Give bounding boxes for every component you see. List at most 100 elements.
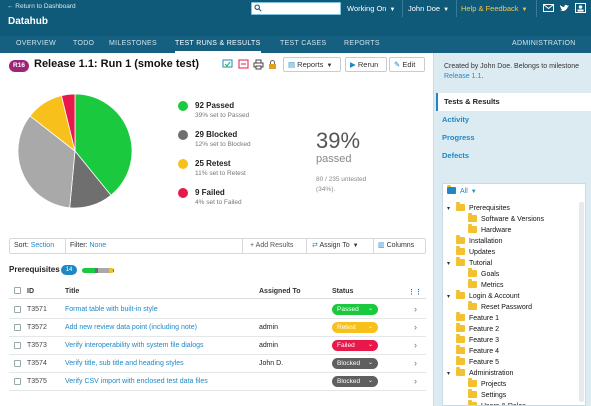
return-to-dashboard-link[interactable]: ← Return to Dashboard [7, 3, 76, 10]
filter-control[interactable]: Filter: None [70, 239, 106, 253]
profile-icon[interactable] [575, 3, 586, 13]
help-feedback-dropdown[interactable]: Help & Feedback ▼ [461, 0, 528, 17]
milestone-link[interactable]: Release 1.1 [444, 73, 482, 80]
tree-node-label: Feature 2 [469, 326, 499, 333]
reports-button[interactable]: ▤ Reports ▼ [283, 57, 341, 72]
folder-icon [456, 334, 465, 343]
chevron-right-icon[interactable]: › [414, 304, 417, 314]
sidebar-link[interactable]: Defects [442, 151, 470, 160]
tab-administration[interactable]: ADMINISTRATION [512, 40, 576, 47]
row-checkbox[interactable] [14, 378, 21, 385]
table-row[interactable]: T3572 Add new review data point (includin… [9, 319, 426, 337]
chevron-right-icon[interactable]: › [414, 340, 417, 350]
tree-node[interactable]: Login & Account [456, 290, 520, 302]
assign-to-button[interactable]: ⇄ Assign To ▼ [312, 239, 359, 253]
tree-node[interactable]: Feature 2 [456, 323, 499, 335]
tab-test-runs-results[interactable]: TEST RUNS & RESULTS [175, 36, 261, 53]
status-dropdown[interactable]: Blocked ⌄ [332, 358, 378, 369]
tree-all-dropdown[interactable]: All ▼ [447, 185, 477, 195]
chevron-right-icon[interactable]: › [414, 376, 417, 386]
sort-value-link[interactable]: Section [30, 242, 55, 249]
tree-toggle-icon[interactable]: ▾ [447, 206, 451, 212]
test-title-link[interactable]: Verify CSV import with enclosed test dat… [65, 378, 208, 385]
sidebar-link[interactable]: Activity [442, 115, 470, 124]
tree-node[interactable]: Feature 3 [456, 334, 499, 346]
test-title-link[interactable]: Verify title, sub title and heading styl… [65, 360, 184, 367]
tree-node[interactable]: Hardware [468, 224, 512, 236]
status-dropdown[interactable]: Retest ⌄ [332, 322, 378, 333]
column-settings-icon[interactable]: ⋮⋮ [408, 289, 422, 296]
row-checkbox[interactable] [14, 306, 21, 313]
tree-node[interactable]: Settings [468, 389, 506, 401]
export-icon[interactable] [238, 59, 249, 70]
run-info: Created by John Doe. Belongs to mileston… [444, 62, 584, 82]
tree-node[interactable]: Updates [456, 246, 495, 258]
tree-node[interactable]: Users & Roles [468, 400, 526, 405]
working-on-dropdown[interactable]: Working On ▼ [347, 0, 395, 17]
tab-reports[interactable]: REPORTS [344, 40, 380, 47]
status-dropdown[interactable]: Blocked ⌄ [332, 376, 378, 387]
filter-value-link[interactable]: None [89, 242, 107, 249]
column-header-status[interactable]: Status [332, 288, 354, 295]
tree-toggle-icon[interactable]: ▾ [447, 261, 451, 267]
tree-node[interactable]: Goals [468, 268, 499, 280]
test-title-link[interactable]: Add new review data point (including not… [65, 324, 197, 331]
edit-label: Edit [402, 60, 416, 69]
status-label: Blocked [337, 360, 361, 367]
column-header-title[interactable]: Title [65, 288, 80, 295]
tree-node[interactable]: Feature 1 [456, 312, 499, 324]
table-row[interactable]: T3571 Format table with built-in style Pas… [9, 301, 426, 319]
row-checkbox[interactable] [14, 342, 21, 349]
row-checkbox[interactable] [14, 360, 21, 367]
print-icon[interactable] [253, 59, 264, 70]
add-results-button[interactable]: + Add Results [250, 239, 293, 253]
tree-all-label: All [460, 188, 468, 195]
select-all-checkbox[interactable] [14, 287, 21, 294]
results-icon[interactable] [222, 59, 233, 70]
test-title-link[interactable]: Verify interoperability with system file… [65, 342, 204, 349]
tree-node[interactable]: Software & Versions [468, 213, 544, 225]
rerun-button[interactable]: ▶ Rerun [345, 57, 387, 72]
status-dropdown[interactable]: Failed ⌄ [332, 340, 378, 351]
tab-todo[interactable]: TODO [73, 40, 95, 47]
tab-overview[interactable]: OVERVIEW [16, 40, 57, 47]
test-title-link[interactable]: Format table with built-in style [65, 306, 158, 313]
tree-node[interactable]: Reset Password [468, 301, 532, 313]
tree-toggle-icon[interactable]: ▸ [459, 403, 462, 405]
tree-toggle-icon[interactable]: ▾ [447, 371, 451, 377]
tree-node[interactable]: Administration [456, 367, 513, 379]
sidebar-link[interactable]: Tests & Results [436, 93, 591, 111]
table-row[interactable]: T3575 Verify CSV import with enclosed tes… [9, 373, 426, 391]
row-checkbox[interactable] [14, 324, 21, 331]
column-header-assigned[interactable]: Assigned To [259, 288, 301, 295]
columns-button[interactable]: ▥ Columns [378, 239, 414, 253]
table-row[interactable]: T3573 Verify interoperability with system… [9, 337, 426, 355]
edit-button[interactable]: ✎ Edit [389, 57, 425, 72]
tree-node[interactable]: Metrics [468, 279, 504, 291]
tree-node[interactable]: Tutorial [456, 257, 492, 269]
sort-control[interactable]: Sort: Section [14, 239, 54, 253]
tree-node[interactable]: Prerequisites [456, 202, 510, 214]
lock-icon[interactable] [267, 59, 278, 70]
user-menu-dropdown[interactable]: John Doe ▼ [408, 0, 449, 17]
chevron-right-icon[interactable]: › [414, 358, 417, 368]
tree-node[interactable]: Installation [456, 235, 502, 247]
tree-toggle-icon[interactable]: ▾ [447, 294, 451, 300]
search-box[interactable] [251, 2, 341, 15]
chevron-right-icon[interactable]: › [414, 322, 417, 332]
column-header-id[interactable]: ID [27, 288, 34, 295]
tab-milestones[interactable]: MILESTONES [109, 40, 157, 47]
tree-scrollbar[interactable] [579, 202, 584, 402]
tree-node[interactable]: Feature 4 [456, 345, 499, 357]
status-dropdown[interactable]: Passed ⌄ [332, 304, 378, 315]
twitter-icon[interactable] [559, 3, 570, 13]
tree-node[interactable]: Projects [468, 378, 506, 390]
search-input[interactable] [264, 4, 338, 14]
tab-test-cases[interactable]: TEST CASES [280, 40, 327, 47]
tree-node[interactable]: Feature 5 [456, 356, 499, 368]
mail-icon[interactable] [543, 3, 554, 13]
tree-node-label: Feature 4 [469, 348, 499, 355]
tree-node-label: Hardware [481, 227, 512, 234]
table-row[interactable]: T3574 Verify title, sub title and heading… [9, 355, 426, 373]
sidebar-link[interactable]: Progress [442, 133, 475, 142]
